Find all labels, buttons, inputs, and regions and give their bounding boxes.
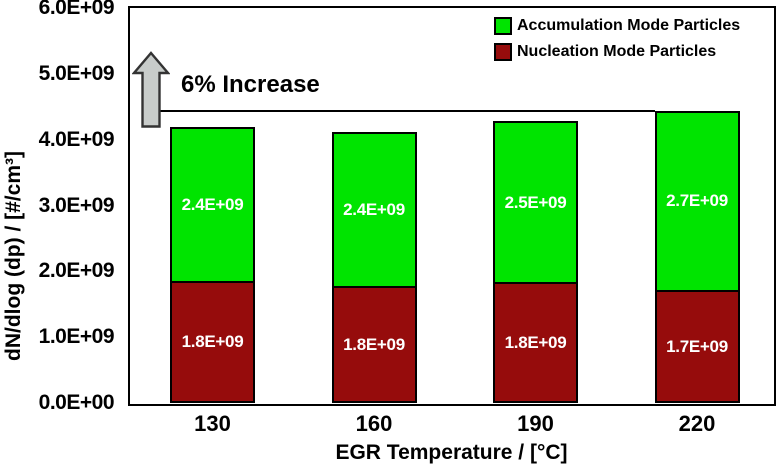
bar-value-label: 2.4E+09 [343, 199, 405, 219]
bar-segment-accumulation: 2.5E+09 [493, 121, 578, 284]
bar-segment-nucleation: 1.7E+09 [654, 291, 740, 403]
y-tick-label: 1.0E+09 [38, 325, 115, 349]
y-tick-label: 5.0E+09 [38, 61, 115, 85]
bar-segment-accumulation: 2.4E+09 [170, 127, 255, 282]
increase-reference-line [160, 109, 655, 112]
legend-label: Nucleation Mode Particles [517, 43, 717, 60]
y-tick-label: 2.0E+09 [38, 259, 115, 283]
bar-value-label: 1.7E+09 [666, 336, 728, 356]
bar-segment-nucleation: 1.8E+09 [493, 283, 578, 403]
increase-arrow-icon [132, 51, 170, 128]
bar-value-label: 1.8E+09 [343, 334, 405, 354]
bar-value-label: 2.5E+09 [504, 192, 567, 212]
bar-value-label: 1.8E+09 [181, 331, 244, 351]
bar-value-label: 2.7E+09 [666, 191, 728, 211]
increase-annotation-label: 6% Increase [181, 71, 320, 98]
y-tick-label: 6.0E+09 [38, 0, 115, 19]
x-tick-label: 190 [517, 411, 554, 436]
bar-value-label: 2.4E+09 [181, 195, 244, 214]
legend-item: Accumulation Mode Particles [494, 16, 740, 36]
y-tick-label: 4.0E+09 [38, 127, 115, 151]
y-tick-label: 3.0E+09 [38, 193, 115, 217]
bar-segment-accumulation: 2.4E+09 [331, 131, 417, 288]
y-tick-label: 0.0E+00 [38, 391, 115, 414]
legend-item: Nucleation Mode Particles [494, 42, 716, 62]
legend-swatch-icon [494, 43, 512, 61]
bar-segment-nucleation: 1.8E+09 [331, 287, 417, 403]
legend-label: Accumulation Mode Particles [517, 17, 741, 34]
x-tick-label: 160 [355, 411, 393, 436]
bar-segment-accumulation: 2.7E+09 [654, 110, 740, 292]
bar-segment-nucleation: 1.8E+09 [170, 281, 255, 403]
legend-swatch-icon [494, 17, 512, 35]
x-tick-label: 130 [194, 411, 231, 436]
x-axis-title: EGR Temperature / [°C] [335, 441, 568, 464]
bar-value-label: 1.8E+09 [504, 332, 567, 352]
x-tick-label: 220 [678, 411, 716, 436]
